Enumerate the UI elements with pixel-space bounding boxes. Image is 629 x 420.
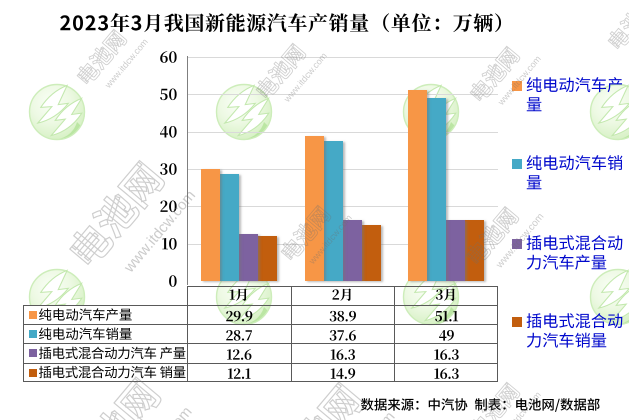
- svg-text:www.itdcw.com: www.itdcw.com: [117, 403, 196, 420]
- svg-text:www.itdcw.com: www.itdcw.com: [120, 187, 199, 277]
